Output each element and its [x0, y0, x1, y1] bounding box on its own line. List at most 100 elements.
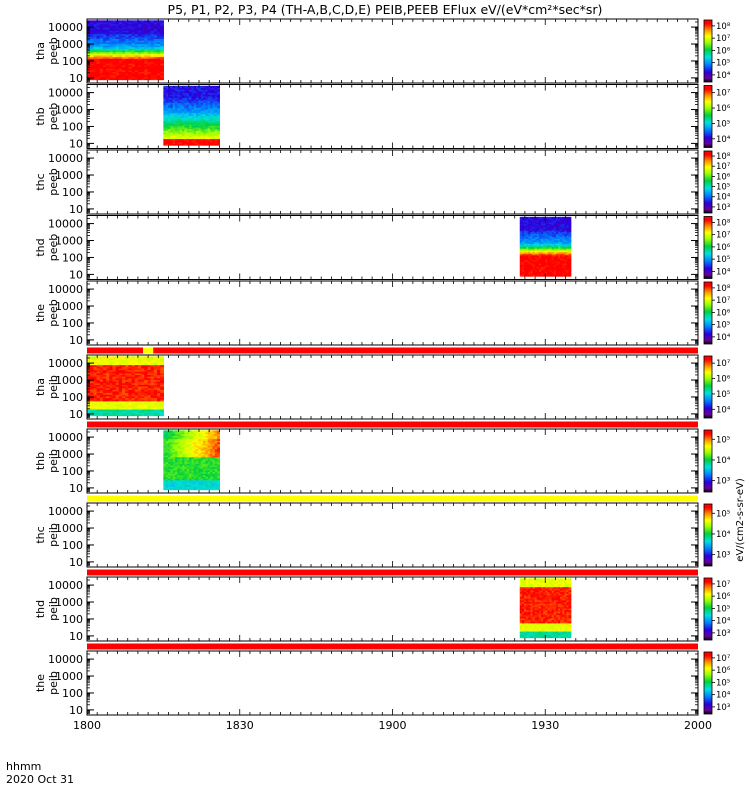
spectrogram-cell	[144, 23, 149, 26]
spectrogram-cell	[150, 54, 155, 58]
spectrogram-cell	[184, 92, 188, 95]
spectrogram-cell	[122, 379, 126, 382]
spectrogram-cell	[555, 256, 559, 259]
spectrogram-cell	[179, 110, 183, 113]
spectrogram-cell	[538, 272, 542, 275]
spectrogram-cell	[212, 136, 216, 140]
spectrogram-cell	[168, 89, 171, 92]
spectrogram-cell	[203, 471, 206, 474]
spectrogram-cell	[217, 105, 220, 108]
colorbar-tick-label: 10⁵	[716, 390, 730, 400]
spectrogram-cell	[555, 254, 559, 257]
spectrogram-cell	[144, 377, 149, 380]
spectrogram-cell	[115, 402, 120, 405]
spectrogram-cell	[562, 267, 565, 271]
spectrogram-cell	[175, 95, 178, 98]
spectrogram-cell	[137, 35, 142, 38]
colorbar-tick-label: 10⁶	[716, 172, 731, 182]
spectrogram-cell	[193, 90, 197, 94]
spectrogram-cell	[99, 381, 104, 384]
spectrogram-cell	[141, 30, 145, 33]
spectrogram-cell	[210, 484, 213, 487]
spectrogram-cell	[203, 120, 206, 123]
spectrogram-cell	[128, 64, 133, 67]
spectrogram-cell	[141, 410, 145, 413]
spectrogram-cell	[160, 366, 164, 369]
spectrogram-cell	[526, 243, 529, 246]
spectrogram-cell	[205, 112, 209, 115]
spectrogram-cell	[87, 69, 91, 72]
spectrogram-cell	[125, 66, 129, 69]
spectrogram-cell	[109, 359, 114, 362]
spectrogram-cell	[112, 379, 117, 382]
spectrogram-cell	[147, 395, 152, 399]
spectrogram-cell	[549, 239, 553, 243]
spectrogram-cell	[109, 41, 114, 44]
spectrogram-cell	[137, 359, 142, 362]
spectrogram-cell	[568, 236, 572, 239]
spectrogram-cell	[134, 72, 139, 76]
spectrogram-cell	[536, 226, 540, 229]
spectrogram-cell	[566, 236, 570, 239]
spectrogram-cell	[182, 474, 185, 477]
spectrogram-cell	[205, 473, 209, 476]
colorbar-tick-label: 10³	[716, 203, 730, 213]
spectrogram-cell	[555, 233, 559, 236]
spectrogram-cell	[96, 367, 101, 371]
spectrogram-cell	[217, 103, 220, 107]
spectrogram-cell	[217, 107, 220, 110]
spectrogram-cell	[562, 225, 565, 228]
spectrogram-cell	[555, 266, 559, 269]
spectrogram-cell	[102, 364, 107, 367]
spectrogram-cell	[534, 269, 538, 272]
spectrogram-cell	[214, 92, 218, 95]
spectrogram-cell	[106, 66, 110, 69]
spectrogram-cell	[560, 230, 563, 233]
spectrogram-cell	[212, 117, 216, 120]
colorbar-tick-label: 10⁶	[716, 46, 731, 56]
spectrogram-cell	[172, 140, 176, 143]
spectrogram-cell	[198, 90, 202, 94]
panel-label-product: peeb	[47, 103, 60, 131]
spectrogram-cell	[547, 272, 551, 275]
spectrogram-cell	[557, 233, 561, 236]
spectrogram-cell	[210, 94, 213, 97]
spectrogram-cell	[545, 262, 548, 266]
spectrogram-cell	[115, 357, 120, 361]
spectrogram-cell	[150, 40, 155, 43]
spectrogram-cell	[193, 108, 197, 112]
colorbar-tick-label: 10⁸	[716, 152, 731, 162]
spectrogram-cell	[534, 272, 538, 275]
spectrogram-cell	[160, 41, 164, 44]
spectrogram-cell	[534, 230, 538, 233]
spectrogram-cell	[99, 25, 104, 28]
spectrogram-cell	[519, 216, 523, 220]
spectrogram-cell	[137, 38, 142, 41]
spectrogram-cell	[137, 405, 142, 408]
spectrogram-cell	[210, 476, 213, 479]
spectrogram-cell	[153, 379, 158, 382]
spectrogram-cell	[141, 53, 145, 56]
spectrogram-cell	[112, 356, 117, 359]
spectrogram-cell	[543, 225, 546, 228]
spectrogram-cell	[212, 484, 216, 487]
spectrogram-cell	[131, 77, 136, 81]
spectrogram-cell	[150, 402, 155, 405]
spectrogram-cell	[147, 33, 152, 36]
spectrogram-cell	[144, 20, 149, 23]
spectrogram-cell	[87, 381, 91, 384]
spectrogram-cell	[109, 21, 114, 25]
spectrogram-cell	[96, 392, 101, 395]
spectrogram-cell	[526, 259, 529, 262]
spectrogram-cell	[147, 36, 152, 40]
spectrogram-cell	[96, 402, 101, 405]
spectrogram-cell	[217, 476, 220, 479]
spectrogram-cell	[112, 63, 117, 66]
spectrogram-cell	[87, 58, 91, 61]
spectrogram-cell	[193, 478, 197, 481]
spectrogram-cell	[153, 38, 158, 41]
spectrogram-cell	[99, 46, 104, 49]
spectrogram-cell	[203, 126, 206, 130]
spectrogram-cell	[536, 223, 540, 226]
spectrogram-cell	[147, 69, 152, 72]
